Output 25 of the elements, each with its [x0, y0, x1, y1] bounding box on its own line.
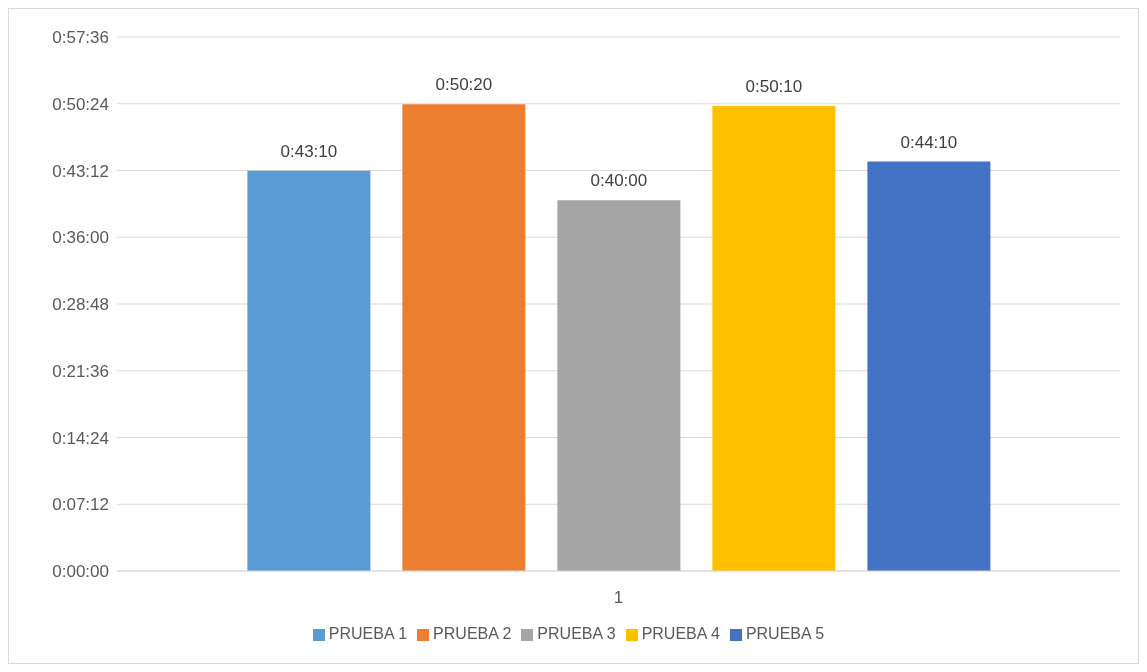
data-label: 0:50:10	[745, 76, 803, 96]
y-tick-label: 0:57:36	[52, 28, 109, 48]
bar	[402, 104, 526, 571]
y-tick-label: 0:14:24	[52, 428, 109, 448]
legend-label: PRUEBA 1	[328, 625, 408, 642]
x-tick-label: 1	[613, 588, 624, 608]
y-tick-label: 0:00:00	[52, 562, 109, 582]
data-label: 0:44:10	[900, 132, 958, 152]
y-tick-label: 0:36:00	[52, 228, 109, 248]
bar	[247, 170, 371, 571]
data-label: 0:43:10	[280, 141, 338, 161]
bar	[712, 105, 836, 571]
legend-label: PRUEBA 5	[745, 625, 825, 642]
bar	[867, 161, 991, 571]
bar	[557, 200, 681, 571]
y-tick-label: 0:50:24	[52, 94, 109, 114]
data-label: 0:40:00	[590, 171, 648, 191]
y-tick-label: 0:21:36	[52, 361, 109, 381]
legend-label: PRUEBA 2	[433, 625, 512, 642]
legend-label: PRUEBA 4	[641, 625, 720, 642]
data-label: 0:50:20	[435, 75, 493, 95]
y-tick-label: 0:07:12	[52, 495, 109, 515]
legend-label: PRUEBA 3	[537, 625, 616, 642]
y-tick-label: 0:43:12	[52, 161, 109, 181]
y-tick-label: 0:28:48	[52, 295, 109, 315]
